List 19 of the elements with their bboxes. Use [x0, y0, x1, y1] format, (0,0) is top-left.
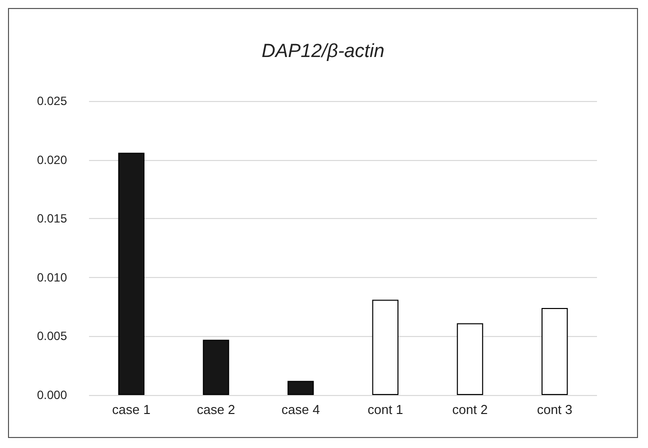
x-tick-label: cont 1 — [368, 402, 404, 417]
bar — [202, 340, 230, 395]
y-tick-label: 0.025 — [36, 94, 68, 108]
bar — [542, 308, 568, 395]
x-tick-label: case 2 — [196, 402, 236, 417]
x-tick-label: case 1 — [112, 402, 150, 417]
y-tick-label: 0.000 — [36, 388, 68, 402]
bar — [118, 152, 144, 395]
bar — [372, 300, 398, 395]
x-tick-label: case 4 — [282, 402, 320, 417]
y-tick-label: 0.005 — [36, 329, 68, 344]
y-tick-label: 0.015 — [36, 212, 68, 226]
y-tick-label: 0.010 — [36, 270, 68, 284]
bar — [288, 380, 314, 395]
x-tick-label: cont 3 — [536, 402, 572, 417]
y-tick-label: 0.020 — [36, 152, 68, 167]
chart-title: DAP12/β-actin — [262, 41, 384, 62]
x-tick-label: cont 2 — [452, 402, 488, 417]
bar — [456, 323, 484, 395]
